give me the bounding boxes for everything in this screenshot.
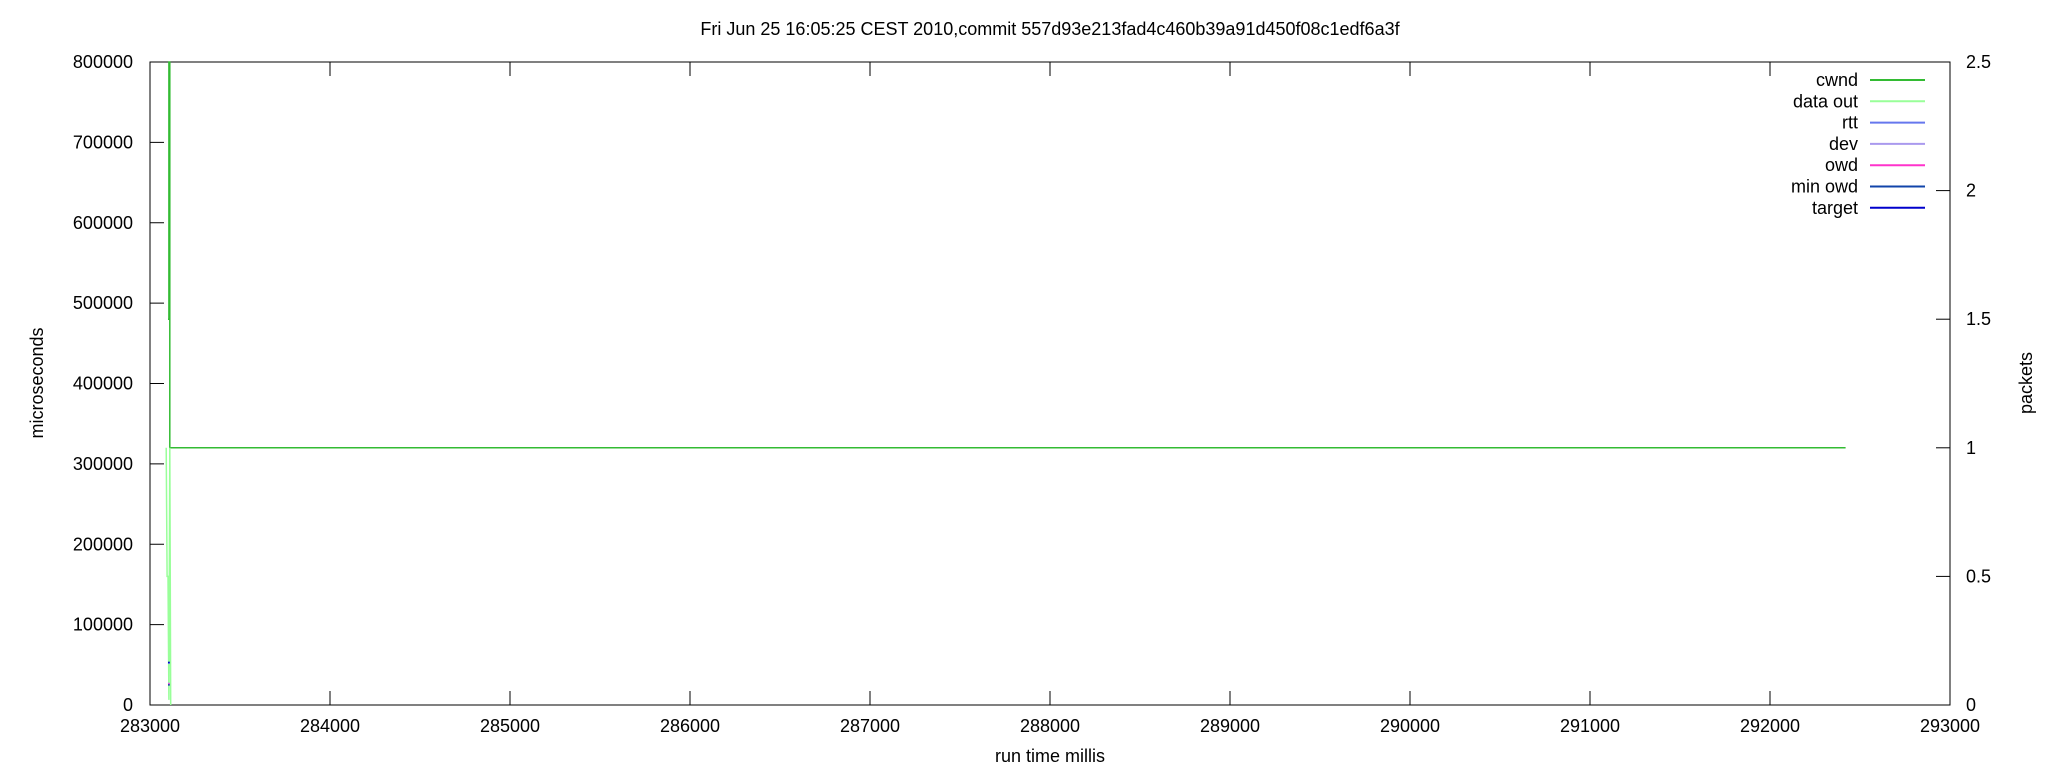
x-tick-label: 287000 [840, 716, 900, 736]
legend-label: data out [1793, 91, 1858, 111]
axes-ticks: 283000 284000 285000 286000 287000 288000 2890… [73, 52, 1991, 736]
chart-title: Fri Jun 25 16:05:25 CEST 2010,commit 557… [700, 19, 1400, 39]
x-tick-label: 292000 [1740, 716, 1800, 736]
y2-axis-label: packets [2016, 352, 2036, 414]
y-axis-label: microseconds [27, 327, 47, 438]
legend-label: min owd [1791, 177, 1858, 197]
y-tick-label: 700000 [73, 132, 133, 152]
legend-label: owd [1825, 155, 1858, 175]
series-line-data-out [165, 447, 172, 706]
y2-tick-label: 1 [1966, 438, 1976, 458]
x-tick-label: 284000 [300, 716, 360, 736]
y-tick-label: 500000 [73, 293, 133, 313]
x-tick-label: 283000 [120, 716, 180, 736]
series-line-cwnd [168, 61, 1846, 449]
x-tick-label: 293000 [1920, 716, 1980, 736]
x-tick-label: 291000 [1560, 716, 1620, 736]
x-tick-label: 290000 [1380, 716, 1440, 736]
y-tick-label: 200000 [73, 534, 133, 554]
y-tick-label: 400000 [73, 374, 133, 394]
y2-tick-label: 1.5 [1966, 309, 1991, 329]
x-tick-label: 288000 [1020, 716, 1080, 736]
y2-tick-label: 2 [1966, 181, 1976, 201]
y-tick-label: 800000 [73, 52, 133, 72]
y-tick-label: 0 [123, 695, 133, 715]
y2-tick-label: 0 [1966, 695, 1976, 715]
y-tick-label: 100000 [73, 615, 133, 635]
legend-label: dev [1829, 134, 1858, 154]
x-tick-label: 289000 [1200, 716, 1260, 736]
legend-label: cwnd [1816, 70, 1858, 90]
y-tick-label: 600000 [73, 213, 133, 233]
legend-label: target [1812, 198, 1858, 218]
x-tick-label: 286000 [660, 716, 720, 736]
legend-label: rtt [1842, 113, 1858, 133]
y2-tick-label: 0.5 [1966, 566, 1991, 586]
series-lines [165, 61, 1846, 706]
x-axis-label: run time millis [995, 746, 1105, 766]
x-tick-label: 285000 [480, 716, 540, 736]
y2-tick-label: 2.5 [1966, 52, 1991, 72]
y-tick-label: 300000 [73, 454, 133, 474]
